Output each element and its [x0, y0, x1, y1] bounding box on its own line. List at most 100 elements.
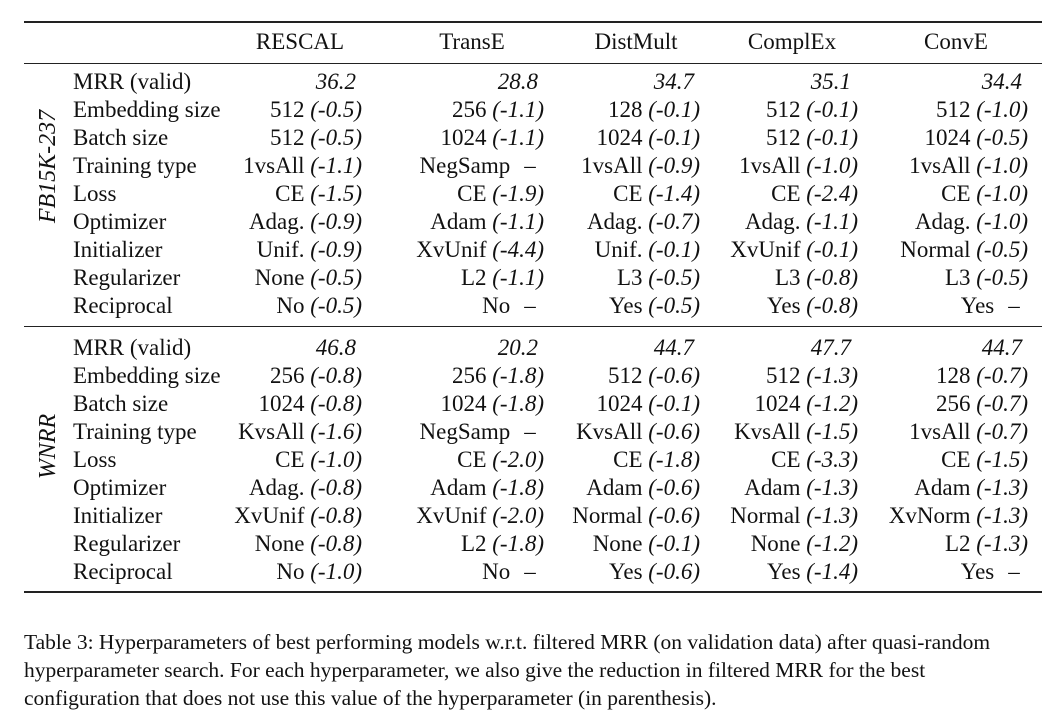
- cell-value: CE: [457, 447, 487, 472]
- cell-value: L3: [774, 265, 801, 290]
- table-cell: No –: [482, 558, 544, 586]
- table-cell: CE (-2.4): [771, 180, 858, 208]
- cell-value: XvNorm: [888, 503, 971, 528]
- cell-value: 1024: [924, 125, 971, 150]
- cell-value: 128: [936, 363, 971, 388]
- cell-value: 256: [452, 363, 487, 388]
- cell-reduction: (-0.6): [648, 419, 700, 444]
- cell-reduction: (-1.4): [806, 559, 858, 584]
- cell-value: 1024: [754, 391, 801, 416]
- cell-value: Adam: [586, 475, 643, 500]
- cell-reduction: (-1.3): [976, 475, 1028, 500]
- cell-reduction: –: [1008, 293, 1020, 318]
- table-cell: 256 (-1.8): [452, 362, 544, 390]
- table-cell: L3 (-0.5): [945, 264, 1028, 292]
- cell-reduction: (-3.3): [806, 447, 858, 472]
- cell-value: 512: [608, 363, 643, 388]
- cell-reduction: (-2.4): [806, 181, 858, 206]
- table-cell: Normal (-0.5): [900, 236, 1028, 264]
- table-cell: Normal (-0.6): [572, 502, 700, 530]
- cell-value: 1024: [440, 391, 487, 416]
- table-cell: 256 (-0.8): [270, 362, 362, 390]
- mrr-value: 46.8: [315, 335, 356, 360]
- mrr-value: 35.1: [810, 69, 851, 94]
- table-cell: None (-0.8): [255, 530, 362, 558]
- table-cell: CE (-1.5): [941, 446, 1028, 474]
- section-rule: [24, 326, 1042, 327]
- cell-reduction: (-0.1): [806, 125, 858, 150]
- cell-reduction: (-1.0): [976, 153, 1028, 178]
- table-cell: KvsAll (-0.6): [576, 418, 700, 446]
- cell-value: No: [276, 559, 305, 584]
- table-cell: 1024 (-1.8): [441, 390, 544, 418]
- cell-reduction: (-1.1): [492, 97, 544, 122]
- table-cell: Adag. (-0.9): [249, 208, 362, 236]
- cell-value: 256: [936, 391, 971, 416]
- cell-value: 256: [270, 363, 305, 388]
- cell-value: 512: [766, 97, 801, 122]
- cell-value: Yes: [960, 293, 995, 318]
- table-cell: None (-1.2): [751, 530, 858, 558]
- table-cell: 1024 (-0.8): [259, 390, 362, 418]
- cell-reduction: (-0.9): [310, 209, 362, 234]
- cell-value: XvUnif: [730, 237, 801, 262]
- cell-value: Adag.: [248, 209, 305, 234]
- table-cell: 512 (-1.3): [766, 362, 858, 390]
- cell-reduction: (-0.6): [648, 503, 700, 528]
- cell-value: 1vsAll: [909, 419, 971, 444]
- table-cell: CE (-1.5): [275, 180, 362, 208]
- table-cell: L2 (-1.8): [461, 530, 544, 558]
- table-cell: Unif. (-0.9): [257, 236, 362, 264]
- table-row: Initializer XvUnif (-0.8) XvUnif (-2.0) Nor…: [70, 502, 1042, 530]
- row-label: Reciprocal: [73, 293, 173, 318]
- row-label: Loss: [73, 181, 117, 206]
- cell-reduction: (-2.0): [492, 447, 544, 472]
- row-label: Batch size: [73, 125, 169, 150]
- table-cell: Yes (-0.6): [609, 558, 700, 586]
- cell-reduction: (-0.9): [310, 237, 362, 262]
- cell-reduction: –: [1008, 559, 1020, 584]
- cell-value: L3: [944, 265, 971, 290]
- cell-value: KvsAll: [576, 419, 643, 444]
- cell-value: CE: [613, 447, 643, 472]
- cell-value: Adag.: [744, 209, 801, 234]
- cell-reduction: (-0.1): [648, 237, 700, 262]
- cell-reduction: (-0.1): [648, 391, 700, 416]
- table-cell: 512 (-0.1): [766, 96, 858, 124]
- cell-reduction: –: [524, 559, 536, 584]
- cell-value: Yes: [767, 559, 801, 584]
- table-cell: 1vsAll (-0.7): [909, 418, 1028, 446]
- table-row: Reciprocal No (-1.0) No – Yes (-0.6) Yes (-1…: [70, 558, 1042, 586]
- cell-reduction: –: [524, 153, 536, 178]
- cell-reduction: (-1.3): [806, 363, 858, 388]
- cell-value: NegSamp: [419, 419, 511, 444]
- cell-reduction: (-0.7): [648, 209, 700, 234]
- table-caption: Table 3: Hyperparameters of best perform…: [24, 630, 991, 710]
- cell-value: 1vsAll: [581, 153, 643, 178]
- table-cell: 128 (-0.7): [936, 362, 1028, 390]
- row-label: Loss: [73, 447, 117, 472]
- cell-value: CE: [771, 181, 801, 206]
- row-label: MRR (valid): [73, 69, 192, 94]
- cell-reduction: (-0.6): [648, 559, 700, 584]
- table-cell: XvUnif (-4.4): [416, 236, 544, 264]
- table-cell: KvsAll (-1.6): [238, 418, 362, 446]
- table-row: Regularizer None (-0.8) L2 (-1.8) None (-0.…: [70, 530, 1042, 558]
- cell-value: 1024: [440, 125, 487, 150]
- cell-value: Yes: [767, 293, 801, 318]
- table-cell: 512 (-1.0): [936, 96, 1028, 124]
- cell-value: None: [750, 531, 801, 556]
- row-label: Embedding size: [73, 97, 221, 122]
- row-label: Regularizer: [73, 531, 181, 556]
- cell-reduction: (-2.0): [492, 503, 544, 528]
- cell-value: Adag.: [248, 475, 305, 500]
- cell-value: CE: [941, 181, 971, 206]
- cell-reduction: (-0.8): [310, 531, 362, 556]
- row-label: Embedding size: [73, 363, 221, 388]
- cell-reduction: (-1.8): [492, 391, 544, 416]
- table-cell: Adag. (-1.1): [745, 208, 858, 236]
- cell-reduction: (-0.5): [310, 293, 362, 318]
- table-cell: 1024 (-0.1): [597, 390, 700, 418]
- cell-reduction: (-1.3): [806, 475, 858, 500]
- table-row: Loss CE (-1.5) CE (-1.9) CE (-1.4) CE (-2.4)…: [70, 180, 1042, 208]
